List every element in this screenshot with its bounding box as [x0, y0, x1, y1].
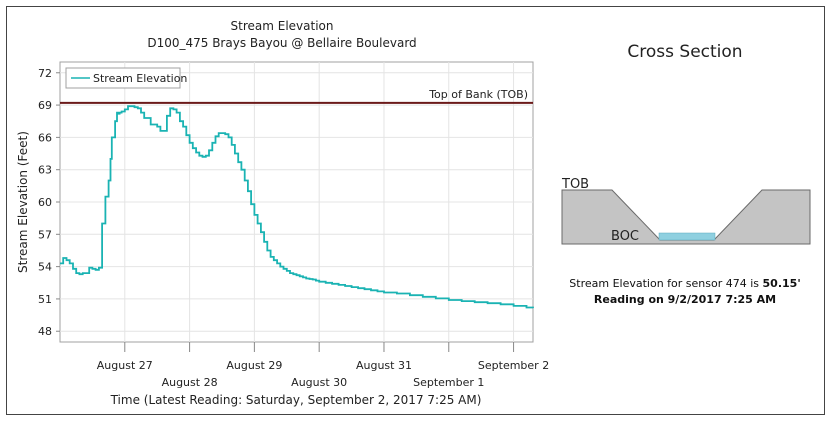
y-axis-label: Stream Elevation (Feet)	[16, 131, 30, 273]
x-tick-label: September 2	[478, 359, 549, 372]
x-axis-ticks: August 27 August 28 August 29 August 30 Augu…	[97, 342, 549, 389]
y-tick-label: 69	[38, 99, 52, 112]
stream-elevation-line	[60, 105, 534, 309]
x-tick-label: August 29	[226, 359, 282, 372]
y-tick-label: 48	[38, 325, 52, 338]
legend-entry: Stream Elevation	[93, 72, 187, 85]
x-tick-label: August 27	[97, 359, 153, 372]
reading-prefix: Stream Elevation for sensor 474 is	[569, 277, 763, 290]
y-tick-label: 57	[38, 228, 52, 241]
reading-value: 50.15'	[762, 277, 801, 290]
reading-elevation-line: Stream Elevation for sensor 474 is 50.15…	[540, 276, 830, 292]
legend-box	[65, 67, 181, 89]
y-tick-label: 51	[38, 293, 52, 306]
y-axis-ticks: 48 51 54 57 60 63 66 69 72	[38, 67, 60, 338]
x-tick-label: August 28	[162, 376, 218, 389]
y-tick-label: 66	[38, 131, 52, 144]
y-tick-label: 63	[38, 164, 52, 177]
y-tick-label: 72	[38, 67, 52, 80]
x-tick-label: September 1	[413, 376, 484, 389]
top-of-bank-label: Top of Bank (TOB)	[428, 88, 528, 101]
sensor-reading: Stream Elevation for sensor 474 is 50.15…	[540, 276, 830, 308]
y-tick-label: 60	[38, 196, 52, 209]
x-tick-label: August 31	[356, 359, 412, 372]
chart-title: Stream Elevation	[231, 19, 334, 33]
x-axis-label: Time (Latest Reading: Saturday, Septembe…	[110, 393, 482, 407]
x-tick-label: August 30	[291, 376, 347, 389]
reading-time-text: Reading on 9/2/2017 7:25 AM	[593, 293, 777, 306]
legend: Stream Elevation	[65, 67, 187, 89]
grid-lines	[60, 62, 533, 342]
y-tick-label: 54	[38, 261, 52, 274]
cross-section-title: Cross Section	[627, 42, 743, 62]
reading-time: Reading on 9/2/2017 7:25 AM	[540, 292, 830, 308]
chart-subtitle: D100_475 Brays Bayou @ Bellaire Boulevar…	[147, 36, 416, 50]
